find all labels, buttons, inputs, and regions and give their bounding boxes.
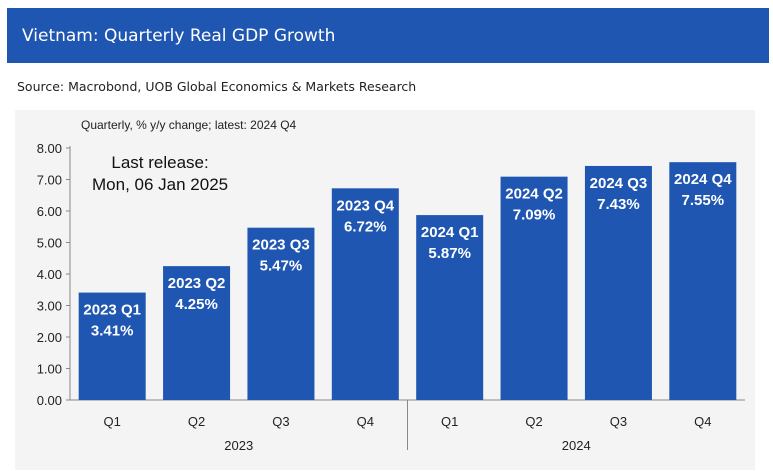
bar <box>331 188 399 400</box>
last-release-annotation: Last release: Mon, 06 Jan 2025 <box>92 152 228 196</box>
bar-data-label: 2024 Q4 <box>674 171 732 188</box>
bar-data-label: 7.43% <box>597 196 640 213</box>
y-tick-label: 1.00 <box>37 362 62 377</box>
last-release-line2: Mon, 06 Jan 2025 <box>92 175 229 194</box>
x-category-label: Q1 <box>441 414 458 429</box>
y-tick-label: 3.00 <box>37 299 62 314</box>
bar-data-label: 5.47% <box>260 258 303 275</box>
chart-subtitle: Quarterly, % y/y change; latest: 2024 Q4 <box>81 118 297 132</box>
x-category-label: Q1 <box>104 414 121 429</box>
y-tick-label: 2.00 <box>37 330 62 345</box>
bar-data-label: 2024 Q3 <box>590 175 648 192</box>
x-year-label: 2023 <box>224 438 253 453</box>
bar-data-label: 2024 Q2 <box>505 186 563 203</box>
y-tick-label: 6.00 <box>37 204 62 219</box>
y-tick-label: 0.00 <box>37 393 62 408</box>
bar-data-label: 2023 Q3 <box>252 237 310 254</box>
title-banner: Vietnam: Quarterly Real GDP Growth <box>7 8 769 63</box>
x-year-label: 2024 <box>562 438 591 453</box>
bar <box>163 266 231 400</box>
y-tick-label: 8.00 <box>37 141 62 156</box>
bar-data-label: 2023 Q4 <box>337 197 395 214</box>
bar <box>500 176 568 400</box>
bar-data-label: 3.41% <box>91 323 134 340</box>
bar-data-label: 7.55% <box>682 192 725 209</box>
bar <box>584 165 652 400</box>
y-tick-label: 7.00 <box>37 173 62 188</box>
x-category-label: Q2 <box>525 414 542 429</box>
bar-data-label: 2023 Q2 <box>168 275 226 292</box>
x-category-label: Q3 <box>272 414 289 429</box>
bar <box>247 227 315 400</box>
chart-title: Vietnam: Quarterly Real GDP Growth <box>22 26 336 46</box>
bar <box>416 215 484 400</box>
last-release-line1: Last release: <box>111 153 209 172</box>
bar-data-label: 7.09% <box>513 207 556 224</box>
x-category-label: Q4 <box>694 414 711 429</box>
bar <box>669 162 737 400</box>
y-tick-label: 4.00 <box>37 267 62 282</box>
bar-data-label: 2024 Q1 <box>421 224 479 241</box>
source-note: Source: Macrobond, UOB Global Economics … <box>17 79 417 94</box>
bar <box>78 292 146 400</box>
x-category-label: Q2 <box>188 414 205 429</box>
bar-data-label: 5.87% <box>428 245 471 262</box>
x-category-label: Q3 <box>610 414 627 429</box>
bar-data-label: 6.72% <box>344 218 387 235</box>
y-tick-label: 5.00 <box>37 236 62 251</box>
x-category-label: Q4 <box>357 414 374 429</box>
bar-data-label: 2023 Q1 <box>83 302 141 319</box>
bar-data-label: 4.25% <box>175 296 218 313</box>
